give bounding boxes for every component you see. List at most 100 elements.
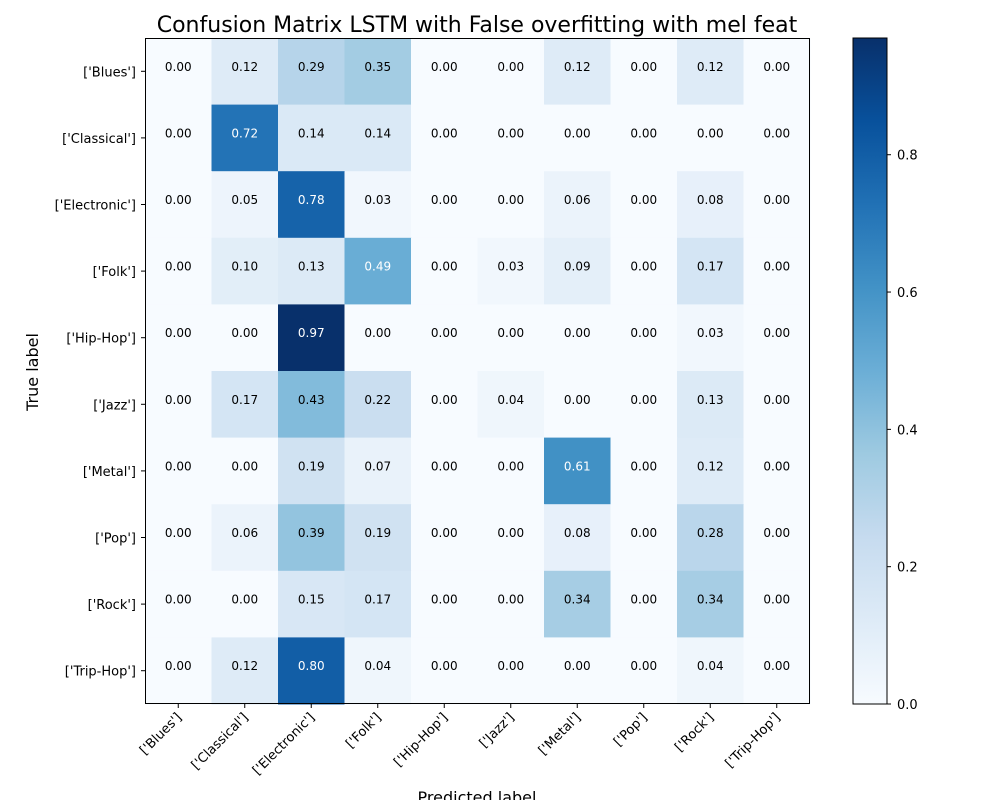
heatmap-cell [211,38,279,106]
cell-value-label: 0.00 [165,60,192,74]
cell-value-label: 0.00 [165,260,192,274]
cell-value-label: 0.03 [497,260,524,274]
cell-value-label: 0.05 [231,193,258,207]
heatmap-cell [544,304,611,372]
heatmap-cell [211,570,279,638]
cell-value-label: 0.00 [231,459,258,473]
heatmap-cell [211,371,279,439]
cell-value-label: 0.00 [763,326,790,340]
cell-value-label: 0.22 [364,393,391,407]
cell-value-label: 0.00 [231,326,258,340]
heatmap-cell-labels: 0.00 0.12 0.29 0.35 0.00 0.00 0.12 0.00 0.12 0.00… [165,60,790,673]
x-tick-label: ['Hip-Hop'] [391,710,451,770]
cell-value-label: 0.00 [763,526,790,540]
chart-title: Confusion Matrix LSTM with False overfit… [157,13,798,38]
x-tick-label: ['Folk'] [343,710,384,751]
cell-value-label: 0.00 [165,326,192,340]
heatmap-cell [145,237,212,305]
heatmap-cell [610,304,678,372]
cell-value-label: 0.12 [697,60,724,74]
heatmap-cell [344,237,412,305]
heatmap-cell [145,504,212,572]
heatmap-cell [677,304,744,372]
heatmap-cell [411,237,478,305]
heatmap-cell [544,437,611,505]
cell-value-label: 0.61 [564,459,591,473]
cell-value-label: 0.00 [630,326,657,340]
y-tick-label: ['Rock'] [88,598,136,613]
cell-value-label: 0.00 [763,126,790,140]
cell-value-label: 0.00 [431,659,458,673]
heatmap-cell [677,637,744,705]
colorbar-tick-label: 0.2 [897,561,918,576]
y-tick-label: ['Hip-Hop'] [66,332,136,347]
cell-value-label: 0.00 [763,260,790,274]
heatmap-cell [610,371,678,439]
x-tick-label: ['Blues'] [137,710,185,758]
heatmap-cell [145,371,212,439]
cell-value-label: 0.00 [165,526,192,540]
heatmap-cell [677,171,744,239]
x-tick-label: ['Rock'] [672,710,717,755]
heatmap-cell [544,104,611,172]
heatmap-cell [477,104,545,172]
cell-value-label: 0.00 [763,659,790,673]
heatmap-cell [544,570,611,638]
heatmap-cell [411,104,478,172]
cell-value-label: 0.00 [630,260,657,274]
heatmap-cell [278,171,345,239]
cell-value-label: 0.28 [697,526,724,540]
heatmap-cell [544,171,611,239]
heatmap-cell [211,504,279,572]
cell-value-label: 0.00 [630,126,657,140]
cell-value-label: 0.00 [165,593,192,607]
cell-value-label: 0.00 [763,393,790,407]
heatmap-cell [411,637,478,705]
cell-value-label: 0.03 [697,326,724,340]
cell-value-label: 0.00 [431,593,458,607]
heatmap-cell [743,570,811,638]
cell-value-label: 0.00 [630,526,657,540]
cell-value-label: 0.00 [630,60,657,74]
cell-value-label: 0.00 [165,126,192,140]
x-tick-label: ['Trip-Hop'] [723,710,784,771]
cell-value-label: 0.14 [298,126,325,140]
heatmap-cell [610,570,678,638]
cell-value-label: 0.00 [497,126,524,140]
heatmap-cell [610,171,678,239]
cell-value-label: 0.97 [298,326,325,340]
heatmap-cell [743,504,811,572]
cell-value-label: 0.00 [431,193,458,207]
heatmap-cell [544,371,611,439]
heatmap-cell [344,304,412,372]
heatmap-cell [677,104,744,172]
cell-value-label: 0.00 [431,126,458,140]
cell-value-label: 0.00 [165,459,192,473]
cell-value-label: 0.00 [630,593,657,607]
cell-value-label: 0.12 [231,659,258,673]
heatmap-cell [610,38,678,106]
cell-value-label: 0.00 [431,260,458,274]
heatmap-cell [411,171,478,239]
heatmap-cell [145,437,212,505]
cell-value-label: 0.13 [697,393,724,407]
cell-value-label: 0.00 [497,193,524,207]
cell-value-label: 0.04 [364,659,391,673]
heatmap-cell [677,504,744,572]
colorbar [852,37,888,705]
cell-value-label: 0.00 [763,193,790,207]
cell-value-label: 0.06 [564,193,591,207]
cell-value-label: 0.00 [431,393,458,407]
heatmap-cell [344,437,412,505]
cell-value-label: 0.72 [231,126,258,140]
cell-value-label: 0.29 [298,60,325,74]
y-tick-label: ['Folk'] [93,265,136,280]
cell-value-label: 0.09 [564,260,591,274]
y-tick-label: ['Metal'] [83,465,136,480]
heatmap-cell [743,237,811,305]
cell-value-label: 0.00 [364,326,391,340]
cell-value-label: 0.34 [564,593,591,607]
heatmap-cell [145,637,212,705]
plot-frame [145,38,810,704]
cell-value-label: 0.00 [564,126,591,140]
